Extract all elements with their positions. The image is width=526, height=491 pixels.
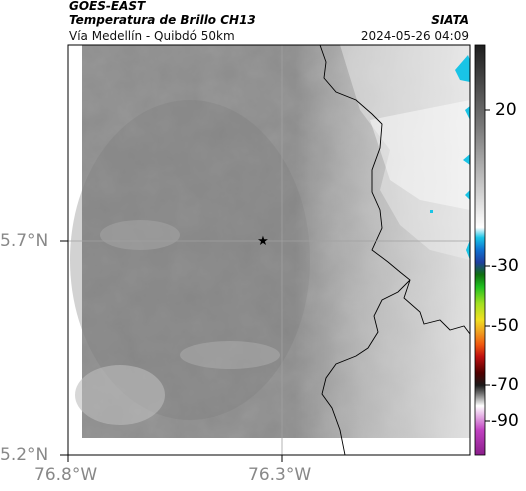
colorbar (474, 44, 486, 456)
organization-label: SIATA (431, 13, 469, 27)
boundary-line (319, 45, 470, 455)
lon-tick-label: 76.3°W (248, 465, 312, 485)
route-label: Vía Medellín - Quibdó 50km (69, 29, 235, 43)
colorbar-tick-label: -50 (491, 316, 519, 336)
colorbar-tick-label: -70 (491, 375, 519, 395)
lat-tick-label: 5.2°N (0, 445, 49, 465)
product-title: Temperatura de Brillo CH13 (69, 13, 256, 27)
timestamp-label: 2024-05-26 04:09 (360, 29, 469, 43)
colorbar-tick-label: 20 (495, 100, 517, 120)
satellite-title: GOES-EAST (69, 0, 146, 13)
lat-tick-label: 5.7°N (0, 231, 49, 251)
colorbar-tick-label: -90 (491, 411, 519, 431)
lon-tick-label: 76.8°W (34, 465, 98, 485)
star-icon: ★ (257, 234, 269, 249)
colorbar-tick-label: -30 (491, 256, 519, 276)
